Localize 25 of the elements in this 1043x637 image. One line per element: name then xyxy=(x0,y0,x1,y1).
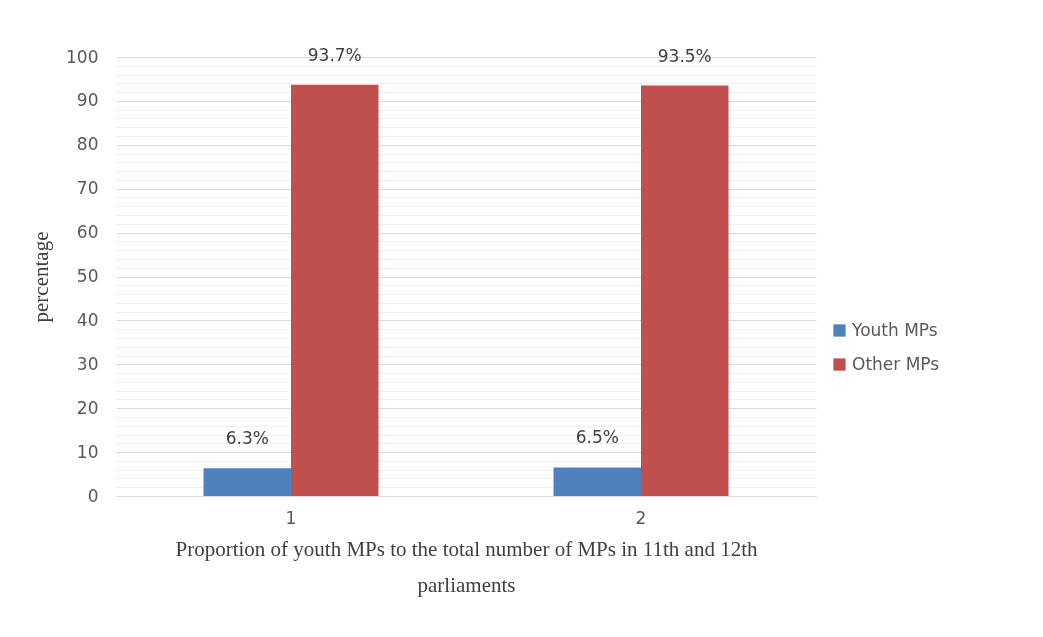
y-axis-title: percentage xyxy=(29,231,54,323)
y-tick-label: 50 xyxy=(76,266,99,286)
y-tick-label: 100 xyxy=(66,46,99,67)
bar xyxy=(203,468,291,496)
y-tick-label: 40 xyxy=(76,309,99,330)
y-tick-label: 30 xyxy=(76,353,99,374)
legend-label: Other MPs xyxy=(852,353,940,374)
data-label: 6.3% xyxy=(225,428,269,449)
bar xyxy=(553,467,641,496)
data-label: 93.5% xyxy=(657,45,712,66)
y-tick-label: 70 xyxy=(76,178,99,199)
bar xyxy=(641,85,729,496)
y-tick-label: 20 xyxy=(76,397,99,418)
y-tick-label: 80 xyxy=(76,134,99,155)
y-tick-label: 10 xyxy=(76,441,99,462)
x-tick-label: 1 xyxy=(285,507,297,528)
data-label: 6.5% xyxy=(575,427,619,448)
y-tick-label: 0 xyxy=(87,485,99,506)
x-axis-title: Proportion of youth MPs to the total number of MPs in 11th and 12th parliaments xyxy=(175,536,758,597)
y-tick-label: 60 xyxy=(76,222,99,243)
bar xyxy=(291,84,379,496)
legend-label: Youth MPs xyxy=(851,319,938,340)
x-tick-label: 2 xyxy=(635,507,647,528)
data-label: 93.7% xyxy=(307,44,362,65)
y-tick-label: 90 xyxy=(76,90,99,111)
